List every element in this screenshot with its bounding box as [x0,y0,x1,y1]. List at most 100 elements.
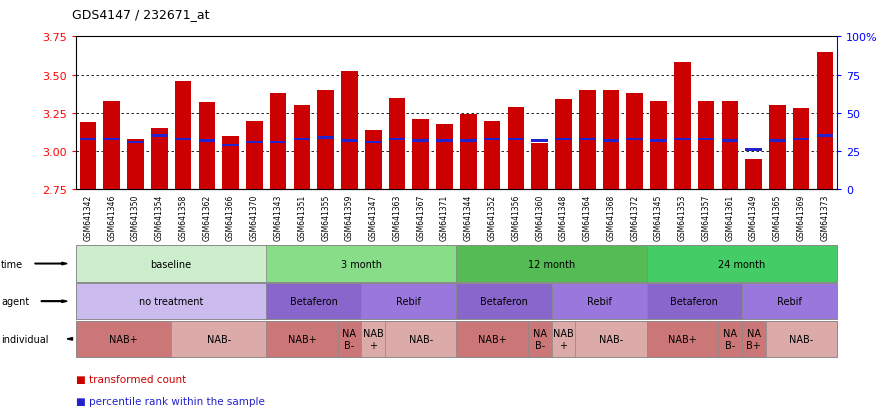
Bar [484,121,500,190]
Text: GSM641342: GSM641342 [83,194,92,240]
Text: Betaferon: Betaferon [670,297,717,306]
Bar [460,115,477,190]
Bar [745,159,761,190]
Text: GSM641347: GSM641347 [368,194,377,240]
Text: GSM641358: GSM641358 [179,194,188,240]
Text: GSM641366: GSM641366 [226,194,235,240]
Bar [341,140,358,142]
Text: NA
B-: NA B- [342,328,356,350]
Text: NAB+: NAB+ [477,334,506,344]
Text: GSM641368: GSM641368 [606,194,615,240]
Bar [104,101,120,190]
Bar [269,94,286,190]
Text: agent: agent [1,297,30,306]
Text: NAB+: NAB+ [109,334,138,344]
Text: NA
B+: NA B+ [746,328,760,350]
Bar [554,100,571,190]
Text: NAB
+: NAB + [552,328,573,350]
Text: GSM641364: GSM641364 [582,194,591,240]
Bar [649,140,666,142]
Text: individual: individual [1,334,48,344]
Bar [745,149,761,152]
Bar [151,129,167,190]
Text: GSM641356: GSM641356 [510,194,519,240]
Bar [626,94,643,190]
Bar [507,107,524,190]
Bar [721,101,738,190]
Text: baseline: baseline [150,259,191,269]
Bar [104,138,120,141]
Bar [435,140,452,142]
Bar [151,135,167,138]
Text: NA
B-: NA B- [532,328,546,350]
Text: GSM641345: GSM641345 [654,194,662,240]
Text: NAB-: NAB- [409,334,433,344]
Text: NAB-: NAB- [789,334,813,344]
Text: GSM641346: GSM641346 [107,194,116,240]
Bar [578,91,595,190]
Text: GSM641367: GSM641367 [416,194,425,240]
Bar [80,138,97,141]
Text: ■ transformed count: ■ transformed count [76,374,186,384]
Text: GSM641373: GSM641373 [820,194,829,240]
Text: GSM641348: GSM641348 [559,194,568,240]
Text: GDS4147 / 232671_at: GDS4147 / 232671_at [72,8,209,21]
Bar [341,72,358,190]
Text: ■ percentile rank within the sample: ■ percentile rank within the sample [76,396,265,406]
Text: GSM641371: GSM641371 [440,194,449,240]
Bar [460,140,477,142]
Text: GSM641352: GSM641352 [487,194,496,240]
Bar [80,123,97,190]
Bar [317,91,333,190]
Text: NAB+: NAB+ [667,334,696,344]
Bar [388,138,405,141]
Text: GSM641365: GSM641365 [772,194,781,240]
Text: GSM641353: GSM641353 [677,194,686,240]
Text: GSM641370: GSM641370 [249,194,258,240]
Text: GSM641359: GSM641359 [344,194,353,240]
Bar [507,138,524,141]
Bar [198,140,215,142]
Bar [768,140,785,142]
Bar [127,140,144,190]
Text: 3 month: 3 month [341,259,382,269]
Bar [174,81,191,190]
Text: NAB-: NAB- [207,334,231,344]
Bar [412,120,428,190]
Text: GSM641354: GSM641354 [155,194,164,240]
Text: GSM641350: GSM641350 [131,194,139,240]
Text: GSM641360: GSM641360 [535,194,544,240]
Bar [792,138,808,141]
Bar [697,138,713,141]
Bar [721,140,738,142]
Bar [554,138,571,141]
Bar [246,121,263,190]
Text: GSM641344: GSM641344 [463,194,472,240]
Text: NAB-: NAB- [598,334,622,344]
Text: GSM641357: GSM641357 [701,194,710,240]
Bar [365,141,381,144]
Text: GSM641369: GSM641369 [796,194,805,240]
Bar [293,106,310,190]
Bar [174,138,191,141]
Text: time: time [1,259,23,269]
Bar [365,131,381,190]
Bar [673,63,690,190]
Bar [127,141,144,144]
Bar [792,109,808,190]
Bar [198,103,215,190]
Bar [388,98,405,190]
Bar [768,106,785,190]
Bar [815,52,832,190]
Text: Rebif: Rebif [586,297,611,306]
Text: GSM641349: GSM641349 [748,194,757,240]
Bar [484,138,500,141]
Text: Rebif: Rebif [396,297,421,306]
Text: 12 month: 12 month [527,259,575,269]
Bar [531,144,547,190]
Text: Betaferon: Betaferon [479,297,527,306]
Bar [435,124,452,190]
Bar [222,136,239,190]
Text: Rebif: Rebif [776,297,801,306]
Text: NA
B-: NA B- [722,328,736,350]
